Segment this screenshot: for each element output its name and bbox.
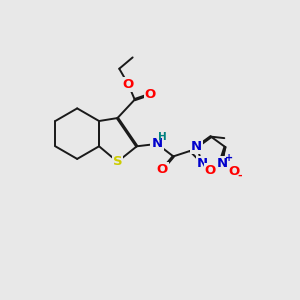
Text: O: O [156,163,168,176]
Text: N: N [191,140,202,153]
Text: O: O [123,78,134,91]
Text: N: N [152,137,163,150]
Text: O: O [145,88,156,101]
Text: -: - [237,171,242,181]
Text: O: O [228,165,240,178]
Text: N: N [196,157,208,170]
Text: +: + [225,153,233,163]
Text: H: H [158,132,167,142]
Text: O: O [205,164,216,177]
Text: S: S [113,155,122,168]
Text: N: N [217,157,228,170]
